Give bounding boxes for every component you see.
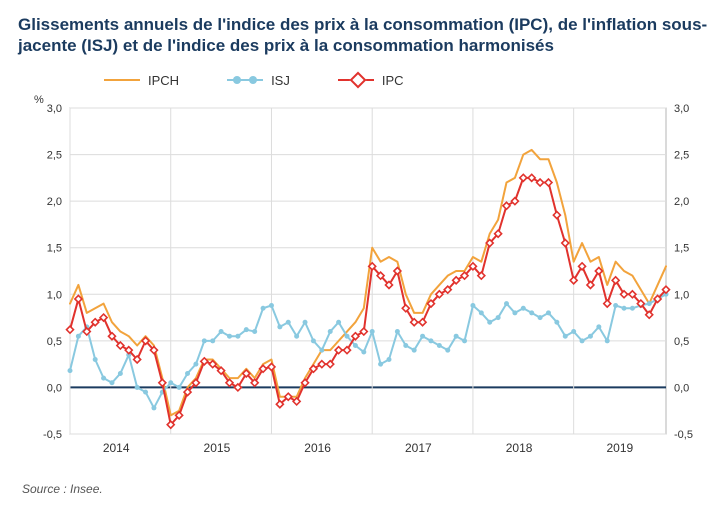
svg-text:2015: 2015: [204, 441, 231, 455]
chart-card: Glissements annuels de l'indice des prix…: [0, 0, 728, 525]
legend-label-isj: ISJ: [271, 73, 290, 88]
chart-title: Glissements annuels de l'indice des prix…: [18, 14, 710, 57]
svg-text:2,0: 2,0: [47, 196, 62, 208]
legend-swatch-isj: [227, 79, 263, 81]
legend-label-ipc: IPC: [382, 73, 404, 88]
svg-text:0,5: 0,5: [674, 335, 689, 347]
svg-text:0,0: 0,0: [674, 382, 689, 394]
svg-text:2,5: 2,5: [674, 149, 689, 161]
svg-text:1,5: 1,5: [47, 242, 62, 254]
svg-text:2014: 2014: [103, 441, 130, 455]
line-chart: -0,5 -0,5 0,0 0,0 0,5 0,5 1,0 1,0 1,5 1,5 2,0 2,0 2,…: [18, 94, 710, 464]
legend-item-ipch: IPCH: [104, 73, 179, 88]
svg-text:1,0: 1,0: [47, 289, 62, 301]
svg-text:2018: 2018: [506, 441, 533, 455]
legend: IPCH ISJ IPC: [18, 67, 710, 90]
svg-text:-0,5: -0,5: [43, 429, 62, 441]
svg-text:3,0: 3,0: [47, 103, 62, 115]
svg-text:2017: 2017: [405, 441, 432, 455]
source-note: Source : Insee.: [18, 482, 710, 496]
svg-text:2019: 2019: [606, 441, 633, 455]
svg-text:1,5: 1,5: [674, 242, 689, 254]
svg-text:0,5: 0,5: [47, 335, 62, 347]
svg-text:0,0: 0,0: [47, 382, 62, 394]
y-axis-unit: %: [34, 94, 44, 106]
legend-item-ipc: IPC: [338, 73, 404, 88]
legend-swatch-ipc: [338, 79, 374, 81]
svg-text:2,0: 2,0: [674, 196, 689, 208]
svg-text:2016: 2016: [304, 441, 331, 455]
chart-holder: % -0,5 -0,5 0,0 0,0 0,5 0,5 1,0 1,0 1,5 1,5 2,0 2,0…: [18, 94, 710, 474]
legend-label-ipch: IPCH: [148, 73, 179, 88]
svg-text:-0,5: -0,5: [674, 429, 693, 441]
svg-text:1,0: 1,0: [674, 289, 689, 301]
legend-swatch-ipch: [104, 79, 140, 81]
legend-item-isj: ISJ: [227, 73, 290, 88]
svg-text:3,0: 3,0: [674, 103, 689, 115]
svg-text:2,5: 2,5: [47, 149, 62, 161]
